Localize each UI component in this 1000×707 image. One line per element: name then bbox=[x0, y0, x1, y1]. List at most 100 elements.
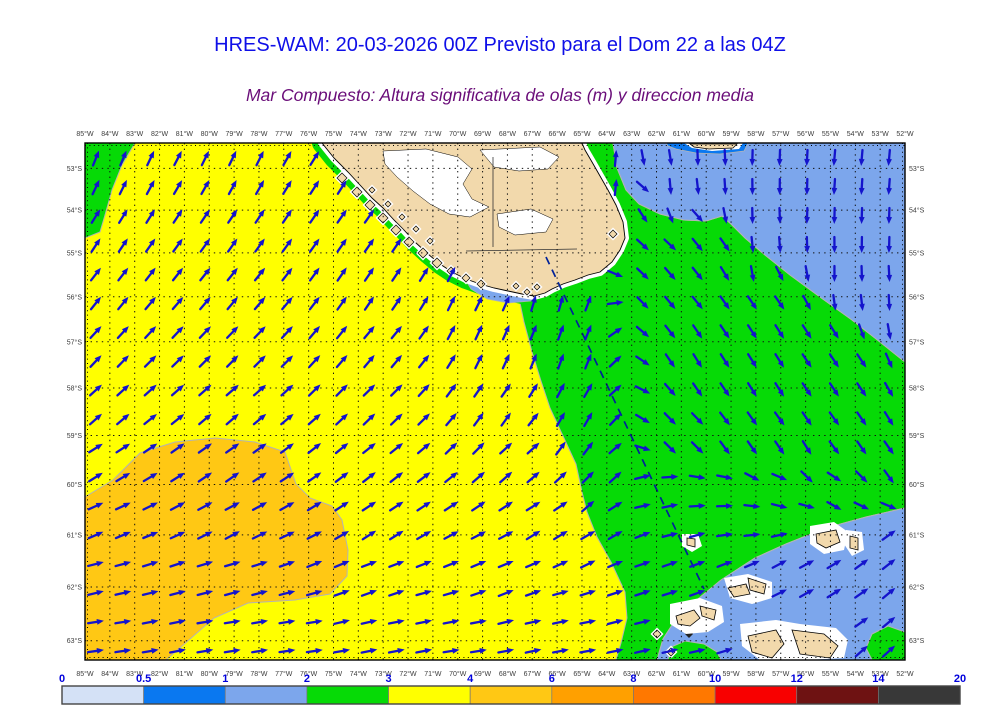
islet bbox=[461, 273, 471, 283]
svg-text:56°S: 56°S bbox=[67, 293, 83, 301]
page-subtitle: Mar Compuesto: Altura significativa de o… bbox=[245, 85, 755, 105]
islet bbox=[512, 282, 520, 290]
islet bbox=[336, 172, 348, 184]
blue-topright bbox=[612, 143, 905, 363]
svg-text:59°W: 59°W bbox=[722, 130, 740, 138]
svg-text:60°W: 60°W bbox=[698, 130, 716, 138]
svg-text:61°S: 61°S bbox=[909, 531, 925, 539]
svg-text:56°W: 56°W bbox=[797, 670, 815, 678]
svg-text:65°W: 65°W bbox=[573, 130, 591, 138]
svg-text:59°W: 59°W bbox=[722, 670, 740, 678]
page-title: HRES-WAM: 20-03-2026 00Z Previsto para e… bbox=[214, 34, 786, 56]
svg-text:83°W: 83°W bbox=[126, 670, 144, 678]
south-shetland-island bbox=[747, 629, 785, 659]
colorbar-segment bbox=[306, 685, 389, 705]
svg-text:75°W: 75°W bbox=[325, 670, 343, 678]
islet bbox=[351, 186, 363, 198]
svg-text:68°W: 68°W bbox=[499, 670, 517, 678]
svg-text:53°W: 53°W bbox=[872, 670, 890, 678]
svg-text:73°W: 73°W bbox=[375, 670, 393, 678]
islet bbox=[368, 186, 376, 194]
svg-text:54°S: 54°S bbox=[909, 207, 925, 215]
colorbar-segment bbox=[61, 685, 144, 705]
svg-text:54°W: 54°W bbox=[847, 130, 865, 138]
route-line bbox=[545, 256, 705, 590]
svg-text:59°S: 59°S bbox=[67, 432, 83, 440]
colorbar-segment bbox=[551, 685, 634, 705]
svg-text:52°W: 52°W bbox=[896, 670, 914, 678]
fjord-white-area bbox=[496, 208, 554, 236]
svg-text:66°W: 66°W bbox=[549, 670, 567, 678]
svg-text:55°S: 55°S bbox=[67, 249, 83, 257]
svg-text:74°W: 74°W bbox=[350, 130, 368, 138]
svg-text:62°S: 62°S bbox=[909, 583, 925, 591]
svg-text:84°W: 84°W bbox=[101, 670, 119, 678]
svg-text:71°W: 71°W bbox=[424, 130, 442, 138]
svg-text:53°W: 53°W bbox=[872, 130, 890, 138]
svg-text:57°S: 57°S bbox=[67, 338, 83, 346]
svg-text:58°S: 58°S bbox=[67, 384, 83, 392]
islet bbox=[431, 257, 443, 269]
svg-text:76°W: 76°W bbox=[300, 670, 318, 678]
svg-text:80°W: 80°W bbox=[201, 130, 219, 138]
svg-text:77°W: 77°W bbox=[275, 130, 293, 138]
south-shetland-island bbox=[727, 583, 751, 598]
islet bbox=[403, 236, 415, 248]
svg-text:77°W: 77°W bbox=[275, 670, 293, 678]
islet bbox=[426, 237, 434, 245]
islet bbox=[523, 288, 531, 296]
islet bbox=[476, 279, 486, 289]
islet bbox=[652, 629, 662, 639]
svg-text:68°W: 68°W bbox=[499, 130, 517, 138]
svg-text:80°W: 80°W bbox=[201, 670, 219, 678]
islet bbox=[412, 225, 420, 233]
south-shetland-island bbox=[849, 535, 859, 551]
svg-text:56°S: 56°S bbox=[909, 293, 925, 301]
colorbar-segment bbox=[878, 685, 961, 705]
svg-text:61°S: 61°S bbox=[67, 531, 83, 539]
islet bbox=[364, 199, 376, 211]
svg-text:20: 20 bbox=[954, 673, 966, 685]
svg-text:73°W: 73°W bbox=[375, 130, 393, 138]
south-shetland-island bbox=[675, 609, 701, 627]
svg-text:67°W: 67°W bbox=[524, 670, 542, 678]
svg-text:63°W: 63°W bbox=[623, 670, 641, 678]
colorbar-segment bbox=[714, 685, 798, 705]
svg-text:62°S: 62°S bbox=[67, 583, 83, 591]
colorbar-segment bbox=[388, 685, 471, 705]
colorbar bbox=[61, 685, 961, 705]
islet bbox=[377, 212, 389, 224]
latitude-labels: 53°S 53°S 54°S 54°S 55°S 55°S 56°S 56°S 57°S 57°S… bbox=[67, 165, 925, 645]
svg-text:62°W: 62°W bbox=[648, 670, 666, 678]
svg-text:60°S: 60°S bbox=[67, 481, 83, 489]
svg-text:59°S: 59°S bbox=[909, 432, 925, 440]
svg-text:69°W: 69°W bbox=[474, 670, 492, 678]
svg-text:0: 0 bbox=[59, 673, 65, 685]
svg-text:82°W: 82°W bbox=[151, 670, 169, 678]
islet bbox=[398, 213, 406, 221]
svg-text:63°S: 63°S bbox=[67, 637, 83, 645]
svg-text:83°W: 83°W bbox=[126, 130, 144, 138]
svg-text:60°S: 60°S bbox=[909, 481, 925, 489]
svg-text:57°W: 57°W bbox=[772, 130, 790, 138]
colorbar-segment bbox=[143, 685, 226, 705]
svg-text:60°W: 60°W bbox=[698, 670, 716, 678]
colorbar-segment bbox=[469, 685, 553, 705]
svg-text:12: 12 bbox=[791, 673, 803, 685]
svg-text:61°W: 61°W bbox=[673, 130, 691, 138]
svg-text:66°W: 66°W bbox=[549, 130, 567, 138]
map-frame bbox=[84, 142, 906, 661]
tierra-del-fuego-land bbox=[321, 143, 626, 297]
islet bbox=[608, 229, 618, 239]
svg-text:76°W: 76°W bbox=[300, 130, 318, 138]
svg-text:74°W: 74°W bbox=[350, 670, 368, 678]
svg-text:14: 14 bbox=[872, 673, 885, 685]
svg-text:3: 3 bbox=[385, 673, 391, 685]
svg-text:70°W: 70°W bbox=[449, 670, 467, 678]
svg-text:70°W: 70°W bbox=[449, 130, 467, 138]
longitude-labels: 85°W 85°W 84°W 84°W 83°W 83°W 82°W 82°W 81°W 81°W… bbox=[76, 130, 914, 678]
wave-direction-arrows bbox=[86, 148, 897, 658]
svg-text:55°W: 55°W bbox=[822, 130, 840, 138]
islet bbox=[417, 247, 429, 259]
svg-text:53°S: 53°S bbox=[67, 165, 83, 173]
